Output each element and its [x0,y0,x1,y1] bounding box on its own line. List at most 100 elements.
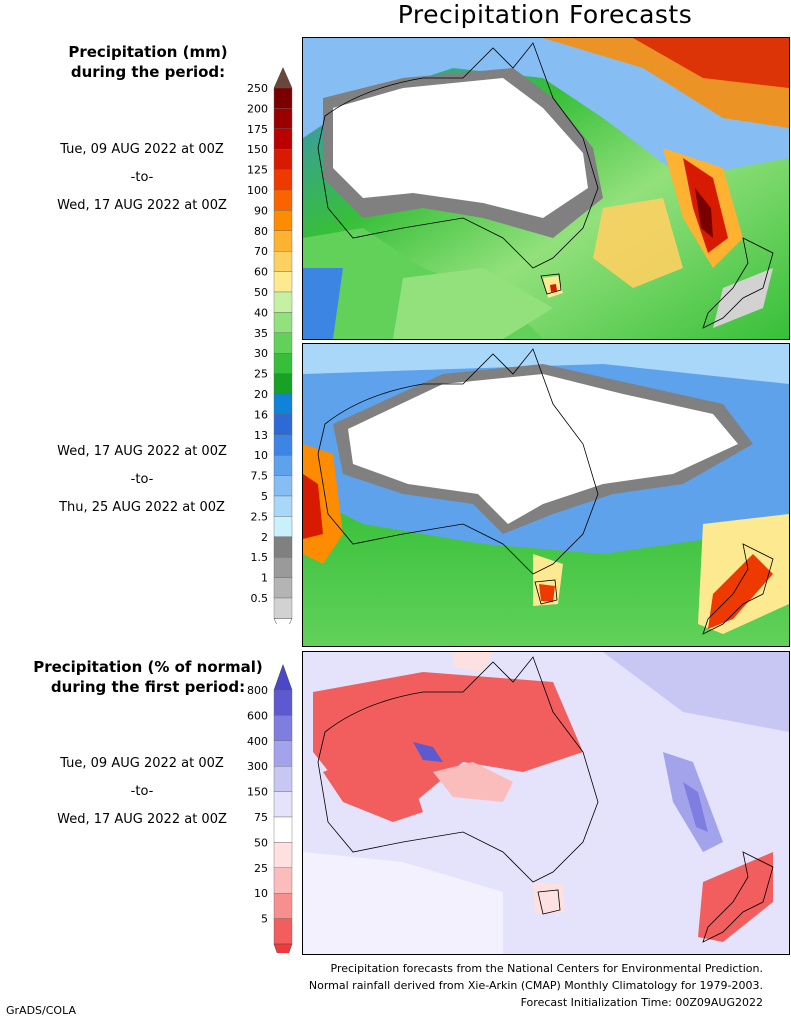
mm-tick-label: 0.5 [251,592,269,605]
page-title: Precipitation Forecasts [397,0,693,29]
amount-header: Precipitation (mm) during the period: [0,42,296,82]
mm-tick-label: 30 [254,347,268,360]
footer-line-1: Precipitation forecasts from the Nationa… [330,962,764,975]
mm-tick-label: 16 [254,408,268,421]
period-1-sep: -to- [130,170,154,185]
mm-tick-label: 2.5 [251,510,269,523]
mm-tick-label: 70 [254,245,268,258]
mm-tick-label: 125 [247,164,268,177]
mm-swatch [273,353,293,374]
pct-bottom-arrow [273,943,293,953]
pct-swatch [273,740,293,767]
mm-swatch [273,536,293,558]
mm-swatch [273,577,293,599]
amount-header-line1: Precipitation (mm) [68,43,228,61]
period-2-end: Thu, 25 AUG 2022 at 00Z [59,500,225,515]
period-2-sep: -to- [130,472,154,487]
mm-swatch [273,271,293,293]
mm-swatch [273,210,293,231]
mm-swatch [273,597,293,619]
pct-swatch [273,689,293,716]
mm-top-arrow [273,66,293,89]
pct-top-arrow [273,663,293,691]
mm-tick-label: 1.5 [251,551,269,564]
pct-swatch [273,918,293,945]
mm-swatch [273,475,293,497]
precip-map-period-1 [302,37,790,340]
mm-swatch [273,128,293,150]
footer-notes: Precipitation forecasts from the Nationa… [309,960,763,1011]
mm-swatch [273,291,293,313]
mm-tick-label: 200 [247,102,268,115]
pct-swatch [273,765,293,792]
period-3-sep: -to- [130,784,154,799]
percent-header: Precipitation (% of normal) during the f… [0,657,296,697]
percent-normal-map [302,651,790,955]
footer-line-2: Normal rainfall derived from Xie-Arkin (… [308,979,763,992]
mm-swatch [273,414,293,435]
pct-swatch [273,715,293,742]
period-3-end: Wed, 17 AUG 2022 at 00Z [57,812,227,827]
mm-bottom-arrow [273,618,293,624]
mm-swatch [273,189,293,211]
period-3-label: Tue, 09 AUG 2022 at 00Z -to- Wed, 17 AUG… [0,750,284,834]
mm-swatch [273,516,293,537]
pct-tick-label: 25 [254,862,268,875]
mm-tick-label: 40 [254,306,268,319]
footer-line-3: Forecast Initialization Time: 00Z09AUG20… [520,996,763,1009]
mm-tick-label: 100 [247,184,268,197]
mm-swatch [273,373,293,395]
pct-tick-label: 600 [247,709,268,722]
percent-colorbar: 800 600 400 300 150 75 50 25 10 5 [247,663,293,953]
period-1-start: Tue, 09 AUG 2022 at 00Z [60,142,224,157]
mm-swatch [273,108,293,130]
mm-tick-label: 20 [254,388,268,401]
mm-swatch [273,332,293,354]
mm-swatch [273,393,293,415]
period-1-label: Tue, 09 AUG 2022 at 00Z -to- Wed, 17 AUG… [0,136,284,220]
pct-tick-label: 300 [247,760,268,773]
mm-tick-label: 250 [247,82,268,95]
mm-swatch [273,148,293,170]
credit-text: GrADS/COLA [6,1004,76,1017]
period-2-label: Wed, 17 AUG 2022 at 00Z -to- Thu, 25 AUG… [0,438,284,522]
pct-tick-label: 150 [247,786,268,799]
pct-tick-label: 800 [247,684,268,697]
pct-tick-label: 75 [254,811,268,824]
percent-header-line2: during the first period: [50,678,246,696]
precip-map-period-2 [302,343,790,647]
period-1-end: Wed, 17 AUG 2022 at 00Z [57,198,227,213]
pct-swatch [273,842,293,868]
mm-tick-label: 50 [254,286,268,299]
mm-tick-label: 175 [247,123,268,136]
mm-swatch [273,455,293,476]
pct-tick-label: 10 [254,887,268,900]
pct-swatch [273,791,293,818]
pct-swatch [273,867,293,894]
mm-tick-label: 150 [247,143,268,156]
mm-tick-label: 35 [254,327,268,340]
mm-tick-label: 25 [254,368,268,381]
mm-swatch [273,557,293,578]
percent-header-line1: Precipitation (% of normal) [33,658,263,676]
mm-swatch [273,250,293,272]
mm-swatch [273,87,293,109]
mm-swatch [273,434,293,456]
mm-swatch [273,230,293,252]
mm-tick-label: 60 [254,266,268,279]
mm-tick-label: 1 [261,572,268,585]
mm-swatch [273,169,293,191]
pct-tick-label: 400 [247,735,268,748]
mm-tick-label: 90 [254,204,268,217]
period-2-start: Wed, 17 AUG 2022 at 00Z [57,444,227,459]
pct-tick-label: 5 [261,913,268,926]
mm-tick-label: 80 [254,225,268,238]
mm-colorbar: 2502001751501251009080706050403530252016… [247,66,293,624]
mm-tick-label: 13 [254,429,268,442]
pct-swatch [273,892,293,919]
mm-tick-label: 2 [261,531,268,544]
amount-header-line2: during the period: [70,63,226,81]
pct-tick-label: 50 [254,836,268,849]
pct-swatch [273,816,293,843]
mm-tick-label: 5 [261,490,268,503]
